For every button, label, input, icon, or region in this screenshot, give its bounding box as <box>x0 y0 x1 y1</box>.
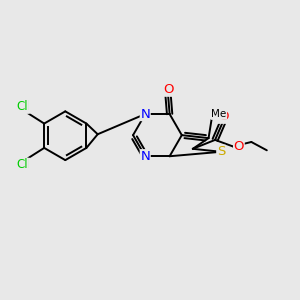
Text: N: N <box>140 150 150 163</box>
Text: Cl: Cl <box>19 158 30 171</box>
Text: Cl: Cl <box>17 158 28 171</box>
Text: Me: Me <box>211 109 226 119</box>
Text: O: O <box>163 83 173 96</box>
Text: O: O <box>234 140 244 153</box>
Text: Cl: Cl <box>19 100 30 113</box>
Text: O: O <box>218 110 228 123</box>
Text: Cl: Cl <box>17 100 28 113</box>
Text: N: N <box>140 107 150 121</box>
Text: S: S <box>217 145 225 158</box>
